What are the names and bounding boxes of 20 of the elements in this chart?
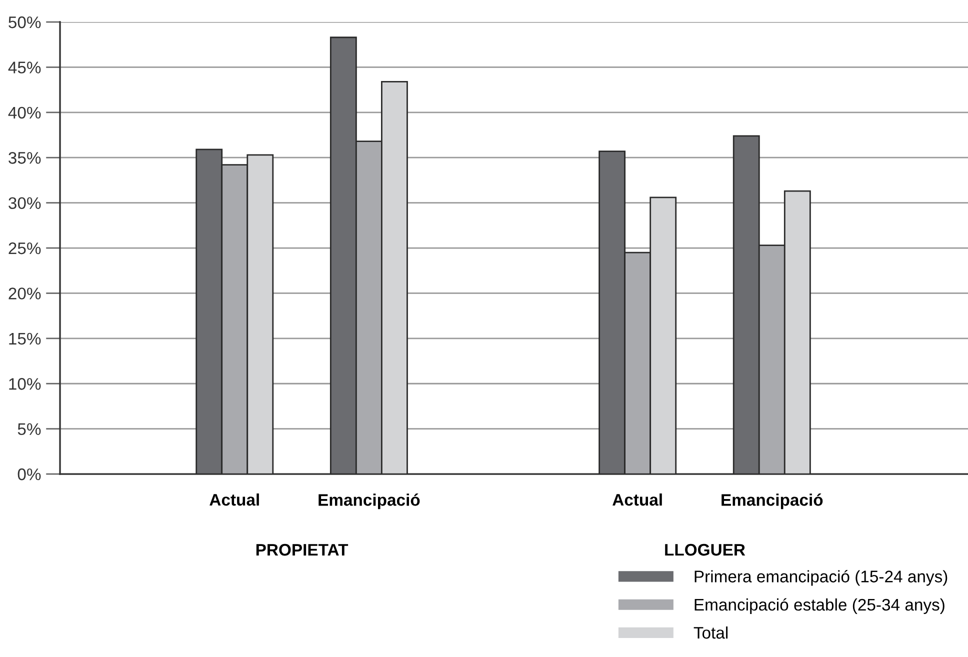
y-tick-label: 35% bbox=[8, 152, 41, 164]
x-tick-label: Emancipació bbox=[318, 493, 420, 510]
text: PROPIETAT bbox=[256, 544, 348, 556]
y-tick-label: 40% bbox=[8, 106, 41, 119]
legend-label: Primera emancipació (15-24 anys) bbox=[694, 570, 948, 586]
x-tick-label: Emancipació bbox=[722, 493, 823, 510]
y-tick-label: 45% bbox=[8, 62, 41, 74]
y-tick-label: 50% bbox=[8, 16, 41, 28]
y-tick-label: 5% bbox=[18, 423, 41, 436]
y-tick-label: 25% bbox=[8, 242, 41, 254]
y-tick-label: 10% bbox=[9, 378, 41, 390]
legend-label: Total bbox=[694, 626, 728, 639]
y-tick-label: 15% bbox=[9, 332, 41, 345]
x-tick-label: Actual bbox=[210, 493, 259, 506]
legend-label: Emancipació estable (25-34 anys) bbox=[694, 598, 944, 614]
y-tick-label: 20% bbox=[8, 288, 41, 300]
text: LLOGUER bbox=[665, 544, 746, 556]
x-tick-label: Actual bbox=[612, 493, 662, 506]
y-tick-label: 30% bbox=[8, 197, 41, 210]
y-tick-label: 0% bbox=[18, 468, 41, 480]
